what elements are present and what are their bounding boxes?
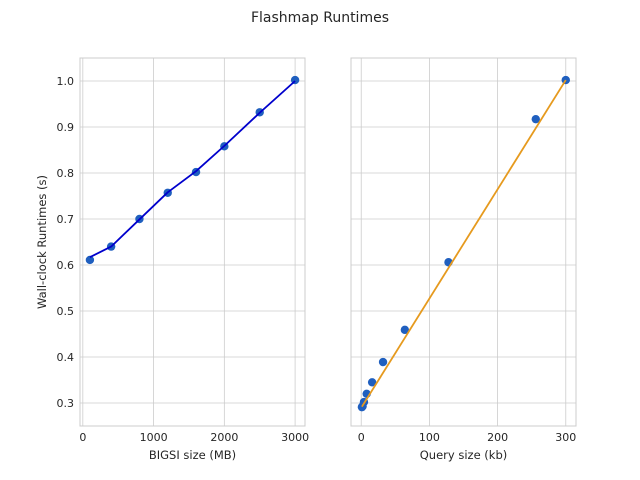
y-tick-label: 0.6 xyxy=(57,259,75,272)
chart-title: Flashmap Runtimes xyxy=(251,10,389,26)
y-tick-label: 0.5 xyxy=(57,305,75,318)
data-point xyxy=(531,114,540,124)
y-axis-label: Wall-clock Runtimes (s) xyxy=(35,175,49,309)
data-point xyxy=(561,75,570,85)
x-tick-label: 0 xyxy=(358,431,365,444)
plot-frame xyxy=(350,57,577,427)
y-tick-label: 0.3 xyxy=(57,397,75,410)
subplot-bigsi-size: 0.3 0.4 0.5 0.6 0.7 0.8 0.9 1.0 0 1000 2000 3000 xyxy=(57,57,309,444)
x-tick-label: 0 xyxy=(79,431,86,444)
subplot-query-size: 0 100 200 300 xyxy=(350,57,577,444)
data-point xyxy=(367,378,377,387)
y-tick-label: 1.0 xyxy=(57,75,75,88)
y-tick-label: 0.7 xyxy=(57,213,75,226)
x-tick-label: 100 xyxy=(419,431,440,444)
y-tick-label: 0.4 xyxy=(57,351,75,364)
x-tick-label: 1000 xyxy=(140,431,168,444)
x-tick-label: 300 xyxy=(555,431,576,444)
data-point xyxy=(85,255,95,265)
plot-frame xyxy=(79,57,306,427)
y-tick-label: 0.8 xyxy=(57,167,75,180)
series-line xyxy=(361,79,567,408)
x-axis-label-query: Query size (kb) xyxy=(420,448,508,462)
data-point xyxy=(378,357,388,367)
x-tick-label: 2000 xyxy=(210,431,238,444)
data-point xyxy=(400,325,410,335)
x-axis-label-bigsi: BIGSI size (MB) xyxy=(149,448,236,462)
x-tick-label: 200 xyxy=(487,431,508,444)
series-line xyxy=(89,80,296,258)
y-tick-label: 0.9 xyxy=(57,121,75,134)
x-tick-label: 3000 xyxy=(281,431,309,444)
